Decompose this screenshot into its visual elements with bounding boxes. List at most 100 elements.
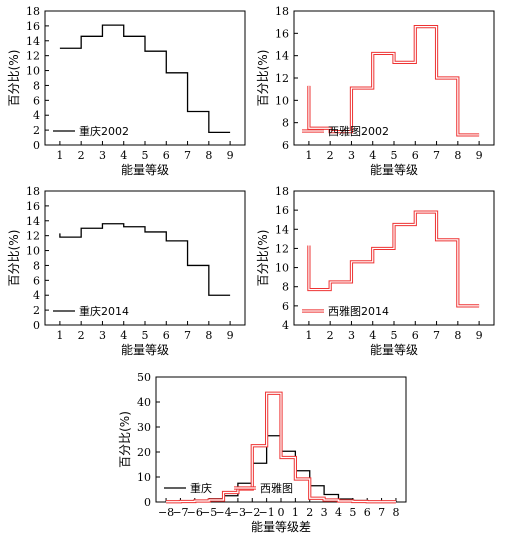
- y-axis-label: 百分比(%): [7, 50, 21, 107]
- y-tick-label: 0: [33, 139, 40, 152]
- y-tick-label: 0: [144, 496, 151, 509]
- x-tick-label: 8: [454, 149, 461, 162]
- x-tick-label: 3: [321, 506, 328, 519]
- x-tick-label: 1: [305, 329, 312, 342]
- x-tick-label: 6: [163, 149, 170, 162]
- x-tick-label: 0: [278, 506, 285, 519]
- x-tick-label: 3: [99, 329, 106, 342]
- plot-frame: [293, 10, 495, 146]
- y-tick-label: 2: [33, 124, 40, 137]
- x-tick-label: 1: [305, 149, 312, 162]
- y-tick-label: 18: [275, 185, 289, 198]
- x-tick-label: 1: [56, 149, 63, 162]
- y-tick-label: 10: [275, 262, 289, 275]
- x-tick-label: 8: [454, 329, 461, 342]
- y-tick-label: 8: [282, 117, 289, 130]
- x-tick-label: 7: [184, 329, 191, 342]
- x-tick-label: 7: [184, 149, 191, 162]
- y-tick-label: 20: [137, 446, 151, 459]
- x-tick-label: 4: [369, 329, 376, 342]
- x-tick-label: 5: [142, 329, 149, 342]
- x-tick-label: 2: [327, 149, 334, 162]
- y-tick-label: 14: [275, 223, 289, 236]
- y-tick-label: 16: [26, 200, 40, 213]
- y-tick-label: 12: [275, 72, 289, 85]
- legend-label: 西雅图: [260, 481, 293, 495]
- y-tick-label: 2: [33, 304, 40, 317]
- y-tick-label: 12: [26, 230, 40, 243]
- x-tick-label: −4: [215, 506, 231, 519]
- series-line-inner-西雅图2014: [308, 211, 480, 307]
- x-axis-label: 能量等级差: [251, 520, 311, 534]
- x-tick-label: −5: [201, 506, 217, 519]
- y-tick-label: 6: [282, 139, 289, 152]
- y-tick-label: 14: [275, 50, 289, 63]
- x-tick-label: 7: [433, 149, 440, 162]
- y-tick-label: 10: [26, 245, 40, 258]
- y-tick-label: 4: [282, 319, 289, 332]
- y-tick-label: 12: [26, 50, 40, 63]
- y-tick-label: 6: [33, 274, 40, 287]
- x-tick-label: 8: [205, 149, 212, 162]
- x-tick-label: −1: [259, 506, 275, 519]
- y-tick-label: 6: [33, 94, 40, 107]
- y-tick-label: 16: [275, 204, 289, 217]
- x-tick-label: 4: [369, 149, 376, 162]
- series-line-重庆2014: [59, 223, 231, 296]
- y-tick-label: 4: [33, 289, 40, 302]
- x-tick-label: 2: [78, 149, 85, 162]
- x-tick-label: 9: [227, 329, 234, 342]
- y-tick-label: 18: [26, 5, 40, 18]
- x-tick-label: 3: [99, 149, 106, 162]
- series-line-inner-西雅图2002: [308, 26, 480, 136]
- x-tick-label: −2: [244, 506, 260, 519]
- x-tick-label: 8: [392, 506, 399, 519]
- y-tick-label: 8: [33, 259, 40, 272]
- x-tick-label: −7: [172, 506, 188, 519]
- y-axis-label: 百分比(%): [256, 50, 270, 107]
- x-tick-label: 8: [205, 329, 212, 342]
- legend-label: 重庆2014: [79, 304, 129, 318]
- y-tick-label: 8: [282, 281, 289, 294]
- x-tick-label: 9: [476, 149, 483, 162]
- x-tick-label: 3: [348, 329, 355, 342]
- x-tick-label: −8: [158, 506, 174, 519]
- y-tick-label: 14: [26, 215, 40, 228]
- plot-frame: [44, 10, 246, 146]
- x-tick-label: 7: [378, 506, 385, 519]
- x-tick-label: 2: [327, 329, 334, 342]
- x-tick-label: 4: [120, 329, 127, 342]
- x-tick-label: 1: [56, 329, 63, 342]
- y-tick-label: 4: [33, 109, 40, 122]
- series-line-inner-西雅图: [166, 392, 396, 503]
- x-tick-label: 6: [364, 506, 371, 519]
- y-tick-label: 10: [275, 94, 289, 107]
- x-tick-label: 4: [120, 149, 127, 162]
- x-axis-label: 能量等级: [370, 163, 418, 177]
- legend-label: 重庆: [190, 481, 212, 495]
- series-line-西雅图2002: [307, 25, 480, 137]
- x-tick-label: 4: [335, 506, 342, 519]
- x-tick-label: −6: [187, 506, 203, 519]
- x-tick-label: 6: [412, 329, 419, 342]
- x-tick-label: 9: [227, 149, 234, 162]
- y-tick-label: 50: [137, 371, 151, 384]
- series-line-重庆2002: [59, 24, 231, 133]
- y-tick-label: 18: [26, 185, 40, 198]
- x-axis-label: 能量等级: [121, 163, 169, 177]
- x-tick-label: 7: [433, 329, 440, 342]
- y-tick-label: 6: [282, 300, 289, 313]
- legend-label: 西雅图2002: [328, 124, 389, 138]
- x-tick-label: 5: [142, 149, 149, 162]
- y-tick-label: 10: [137, 471, 151, 484]
- x-tick-label: 9: [476, 329, 483, 342]
- y-tick-label: 30: [137, 421, 151, 434]
- x-tick-label: 6: [163, 329, 170, 342]
- x-tick-label: 2: [78, 329, 85, 342]
- y-tick-label: 10: [26, 65, 40, 78]
